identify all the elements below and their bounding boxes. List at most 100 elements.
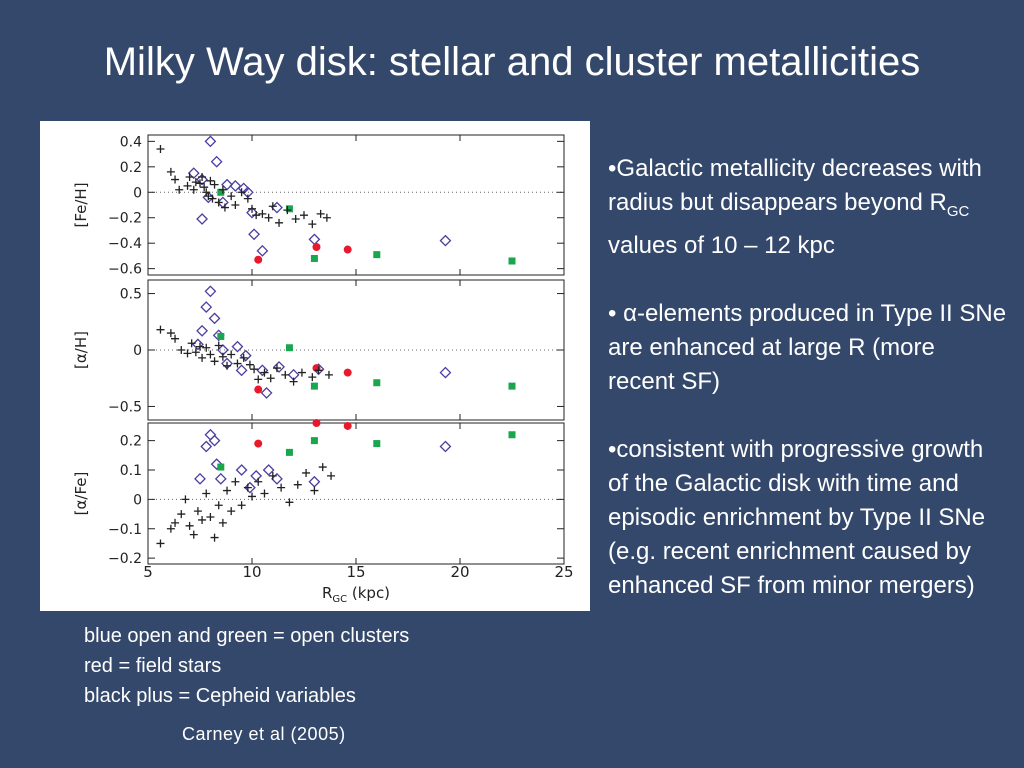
bullet-1-tail: values of 10 – 12 kpc (608, 231, 835, 259)
y-tick-label: −0.1 (108, 522, 142, 538)
open-cluster-diamond (196, 324, 208, 337)
open-cluster-square (310, 437, 318, 445)
cepheid-plus (318, 463, 327, 472)
open-cluster-diamond (248, 228, 260, 241)
cepheid-plus (227, 507, 236, 516)
cepheid-plus (210, 533, 219, 542)
open-cluster-diamond (200, 440, 213, 453)
cepheid-plus (223, 486, 232, 495)
bullet-2: • α-elements produced in Type II SNe are… (608, 297, 1008, 399)
cepheid-plus (185, 173, 194, 181)
cepheid-plus (175, 185, 184, 194)
cepheid-plus (218, 518, 227, 527)
cepheid-plus (166, 167, 175, 176)
open-cluster-diamond (194, 472, 206, 485)
open-cluster-square (285, 344, 293, 352)
field-star-circle (254, 385, 263, 394)
cepheid-plus (268, 202, 277, 211)
cepheid-plus (289, 377, 298, 386)
cepheid-plus (245, 360, 254, 369)
cepheid-plus (156, 145, 165, 153)
cepheid-plus (227, 350, 236, 359)
field-star-circle (312, 243, 321, 251)
cepheid-plus (231, 477, 240, 486)
cepheid-plus (166, 329, 175, 338)
cepheid-plus (243, 194, 252, 203)
cepheid-plus (275, 218, 284, 227)
cepheid-plus (214, 501, 223, 510)
scatter-figure: 0.4 0.2 0 −0.2 −0.4 −0.6 [Fe/H] 0.5 0 −0.5 [α/H] 0.… (40, 121, 590, 611)
open-cluster-diamond (221, 178, 233, 191)
cepheid-plus (171, 334, 180, 343)
open-cluster-diamond (196, 213, 208, 225)
bullet-3: •consistent with progressive growth of t… (608, 433, 1008, 603)
open-cluster-diamond (208, 312, 221, 325)
open-cluster-square (508, 257, 516, 265)
cepheid-plus (206, 513, 215, 521)
bullet-1-text: •Galactic metallicity decreases with rad… (608, 155, 982, 216)
cepheid-plus (310, 486, 319, 495)
cepheid-plus (198, 515, 207, 524)
citation: Carney et al (2005) (182, 724, 346, 744)
cepheid-plus (196, 342, 204, 351)
cepheid-plus (218, 352, 227, 361)
y-tick-label: −0.4 (108, 236, 142, 252)
cepheid-plus (302, 468, 311, 477)
cepheid-plus (210, 357, 219, 366)
cepheid-plus (285, 498, 294, 507)
legend-line-field-stars: red = field stars (84, 655, 222, 677)
cepheid-plus (231, 201, 240, 209)
y-tick-label: 0.1 (120, 463, 142, 479)
legend-line-clusters: blue open and green = open clusters (84, 625, 410, 647)
cepheid-plus (308, 373, 317, 382)
cepheid-plus (191, 178, 200, 187)
open-cluster-square (310, 254, 318, 262)
cepheid-plus (171, 518, 180, 527)
open-cluster-diamond (210, 458, 223, 471)
cepheid-plus (187, 339, 196, 348)
open-cluster-square (285, 205, 293, 213)
open-cluster-square (508, 431, 516, 439)
x-axis-label-unit: (kpc) (347, 584, 390, 602)
open-cluster-diamond (271, 472, 283, 485)
cepheid-plus (218, 185, 227, 194)
cepheid-plus (208, 194, 217, 203)
open-cluster-diamond (204, 428, 217, 441)
field-star-circle (343, 245, 352, 254)
open-cluster-diamond (256, 244, 269, 257)
cepheid-plus (210, 180, 219, 189)
open-cluster-diamond (271, 201, 283, 214)
open-cluster-square (373, 440, 381, 448)
x-tick-label: 15 (346, 563, 365, 581)
cepheid-plus (183, 181, 192, 190)
cepheid-plus (239, 353, 248, 362)
open-cluster-diamond (204, 135, 217, 148)
cepheid-plus (264, 213, 273, 222)
cepheid-plus (200, 183, 209, 192)
open-cluster-diamond (439, 234, 452, 247)
open-cluster-square (217, 463, 225, 471)
open-cluster-diamond (439, 366, 452, 379)
y-tick-label: −0.5 (108, 399, 142, 415)
cepheid-plus (233, 359, 242, 368)
cepheid-plus (281, 370, 290, 379)
bullet-3-text: •consistent with progressive growth of t… (608, 435, 986, 599)
cepheid-plus (248, 492, 256, 501)
y-tick-label: −0.2 (108, 211, 142, 227)
y-tick-label: 0 (133, 343, 142, 359)
y-tick-label: 0 (133, 492, 142, 508)
cepheid-plus (177, 510, 186, 519)
cepheid-plus (260, 489, 269, 498)
open-cluster-diamond (200, 301, 213, 314)
cepheid-plus (206, 176, 215, 185)
open-cluster-square (217, 188, 225, 196)
cepheid-plus (314, 366, 323, 375)
open-cluster-square (373, 251, 381, 259)
panel-frame (147, 134, 565, 276)
open-cluster-diamond (229, 179, 242, 192)
bullet-list: •Galactic metallicity decreases with rad… (608, 152, 1008, 637)
open-cluster-square (310, 382, 318, 390)
bullet-1: •Galactic metallicity decreases with rad… (608, 152, 1008, 263)
cepheid-plus (300, 211, 308, 220)
y-axis-label: [α/Fe] (72, 472, 90, 516)
